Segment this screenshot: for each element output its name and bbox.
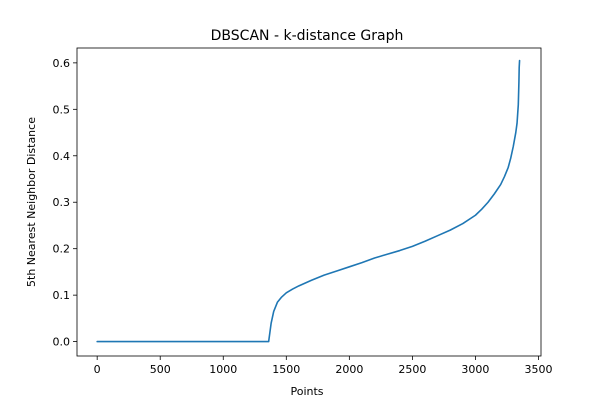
plot-area	[76, 47, 542, 357]
y-tick-label: 0.2	[53, 243, 71, 256]
chart-title: DBSCAN - k-distance Graph	[211, 28, 404, 44]
y-axis: 0.0 0.1 0.2 0.3 0.4 0.5 0.6	[53, 57, 77, 349]
y-tick-label: 0.1	[53, 289, 71, 302]
x-tick-label: 500	[150, 363, 171, 376]
x-tick-label: 2500	[398, 363, 426, 376]
series-layer	[96, 59, 521, 343]
x-tick-label: 3000	[461, 363, 489, 376]
x-tick-label: 1000	[209, 363, 237, 376]
x-tick-label: 0	[94, 363, 101, 376]
x-tick-label: 1500	[272, 363, 300, 376]
series-line-0	[96, 59, 521, 343]
y-tick-label: 0.6	[53, 57, 71, 70]
y-tick-label: 0.3	[53, 196, 71, 209]
y-tick-label: 0.4	[53, 150, 71, 163]
x-axis: 0 500 1000 1500 2000 2500 3000 3500	[94, 356, 552, 376]
plot-frame	[76, 47, 542, 357]
y-axis-label: 5th Nearest Neighbor Distance	[25, 117, 38, 287]
x-tick-label: 3500	[524, 363, 552, 376]
y-tick-label: 0.0	[53, 336, 71, 349]
x-tick-label: 2000	[335, 363, 363, 376]
x-axis-label: Points	[290, 385, 323, 398]
y-tick-label: 0.5	[53, 103, 71, 116]
